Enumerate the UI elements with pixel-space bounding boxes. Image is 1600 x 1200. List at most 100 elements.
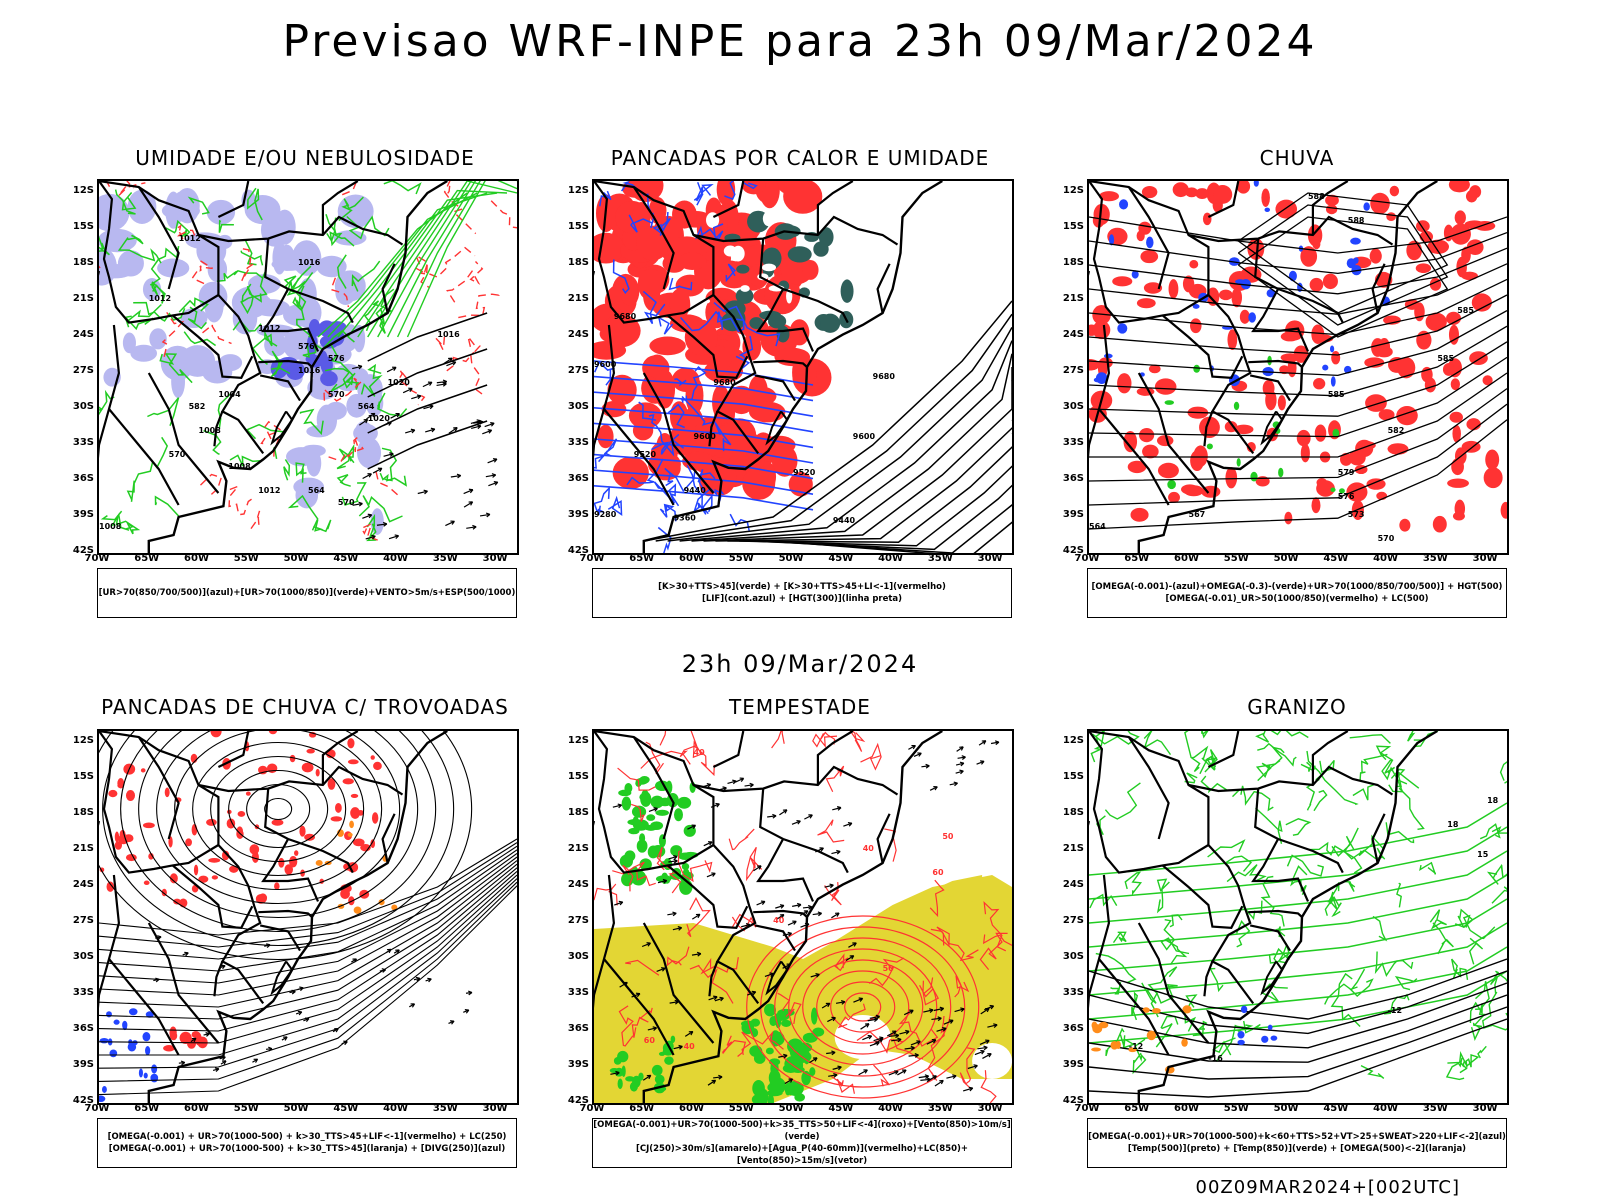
contour-label: 1008 <box>228 462 251 471</box>
contour-label: 50 <box>942 832 954 841</box>
lat-tick-label: 36S <box>72 473 94 484</box>
contour-label: 9520 <box>634 450 657 459</box>
lat-tick-label: 24S <box>567 329 589 340</box>
lon-tick-label: 30W <box>977 553 1003 564</box>
map-canvas: 1012 1012 1016 1016 1012 1016 1008 1004 1008 1012… <box>99 181 517 553</box>
lat-tick-label: 42S <box>567 545 589 556</box>
lat-tick-label: 36S <box>567 473 589 484</box>
legend-line: [OMEGA(-0.001)+UR>70(1000-500)+k>35_TTS>… <box>593 1120 1011 1142</box>
lat-tick-label: 21S <box>567 843 589 854</box>
lat-tick-label: 15S <box>72 221 94 232</box>
lon-tick-label: 50W <box>778 1103 804 1114</box>
lon-tick-label: 60W <box>184 553 209 564</box>
legend-line: [Temp(500)](preto) + [Temp(850)](verde) … <box>1127 1144 1467 1154</box>
lat-tick-label: 42S <box>72 1095 94 1106</box>
contour-label: 1004 <box>218 390 241 399</box>
lon-tick-label: 65W <box>134 1103 160 1114</box>
contour-label: 585 <box>1437 354 1454 363</box>
lon-tick-label: 50W <box>1273 553 1299 564</box>
lat-tick-label: 27S <box>567 365 589 376</box>
lat-tick-label: 15S <box>1062 221 1084 232</box>
map-canvas: -12 -16 -12 18 15 18 <box>1089 731 1507 1103</box>
contour-label: 9440 <box>833 516 856 525</box>
lat-tick-label: 42S <box>1062 1095 1084 1106</box>
contour-label: 60 <box>932 868 944 877</box>
contour-label: -12 <box>1388 1006 1402 1015</box>
lat-tick-label: 30S <box>567 951 589 962</box>
lon-tick-label: 45W <box>828 1103 854 1114</box>
legend-chuva: [OMEGA(-0.001)-(azul)+OMEGA(-0.3)-(verde… <box>1087 568 1507 618</box>
lon-tick-label: 65W <box>629 553 655 564</box>
lon-tick-label: 45W <box>828 553 854 564</box>
contour-label: 570 <box>328 390 345 399</box>
footer-run-label: 00Z09MAR2024+[002UTC] <box>1195 1177 1460 1198</box>
lat-tick-label: 33S <box>1062 987 1084 998</box>
contour-label: 9360 <box>674 514 697 523</box>
contour-label: 567 <box>1189 510 1206 519</box>
lon-tick-label: 40W <box>878 1103 904 1114</box>
lon-tick-label: 35W <box>927 553 953 564</box>
lat-tick-label: 30S <box>1062 951 1084 962</box>
lon-tick-label: 55W <box>233 553 259 564</box>
contour-label: 1012 <box>258 486 280 495</box>
contour-label: 9600 <box>694 432 717 441</box>
lat-tick-label: 15S <box>567 771 589 782</box>
panel-title-pancadas-trovoadas: PANCADAS DE CHUVA C/ TROVOADAS <box>101 695 509 719</box>
lat-tick-label: 36S <box>1062 1023 1084 1034</box>
lon-tick-label: 55W <box>1223 553 1249 564</box>
contour-label: 1008 <box>99 522 122 531</box>
lat-tick-label: 21S <box>1062 293 1084 304</box>
lon-tick-label: 40W <box>1373 1103 1399 1114</box>
panel-title-chuva: CHUVA <box>1259 146 1335 170</box>
contour-label: 50 <box>883 964 895 973</box>
contour-label: 9440 <box>684 486 707 495</box>
contour-label: 564 <box>308 486 325 495</box>
contour-label: 9520 <box>793 468 816 477</box>
contour-label: 570 <box>169 450 186 459</box>
contour-label: 18 <box>1487 796 1499 805</box>
lat-tick-label: 33S <box>72 437 94 448</box>
map-canvas: 9680 9600 9680 9680 9600 9600 9520 9520 9440 9280… <box>594 181 1012 553</box>
lon-tick-label: 40W <box>1373 553 1399 564</box>
legend-line: [UR>70(850/700/500)](azul)+[UR>70(1000/8… <box>98 588 516 598</box>
lat-tick-label: 30S <box>72 401 94 412</box>
lat-tick-label: 24S <box>72 329 94 340</box>
lat-tick-label: 27S <box>1062 915 1084 926</box>
legend-pancadas-trovoadas: [OMEGA(-0.001) + UR>70(1000-500) + k>30_… <box>97 1118 517 1168</box>
lon-tick-label: 30W <box>482 553 508 564</box>
lat-tick-label: 12S <box>1062 185 1084 196</box>
map-canvas: 588 588 585 585 585 582 579 576 573 570 567 564 <box>1089 181 1507 553</box>
lat-tick-label: 18S <box>567 257 589 268</box>
legend-line: [OMEGA(-0.001) + UR>70(1000-500) + k>30_… <box>107 1132 507 1142</box>
lon-tick-label: 55W <box>728 553 754 564</box>
contour-label: 1012 <box>149 294 171 303</box>
contour-label: 40 <box>773 916 785 925</box>
lat-tick-label: 18S <box>72 807 94 818</box>
contour-label: 40 <box>684 1042 696 1051</box>
lat-tick-label: 36S <box>1062 473 1084 484</box>
contour-label: 582 <box>1388 426 1405 435</box>
lat-tick-label: 27S <box>567 915 589 926</box>
panel-title-granizo: GRANIZO <box>1247 695 1347 719</box>
contour-label: 570 <box>1378 534 1395 543</box>
mid-title: 23h 09/Mar/2024 <box>681 650 919 678</box>
contour-label: 585 <box>1328 390 1345 399</box>
lat-tick-label: 24S <box>567 879 589 890</box>
lon-tick-label: 55W <box>728 1103 754 1114</box>
map-canvas <box>99 731 517 1103</box>
lat-tick-label: 21S <box>1062 843 1084 854</box>
legend-line: [LIF](cont.azul) + [HGT(300)](linha pret… <box>701 594 903 604</box>
contour-label: 9280 <box>594 510 617 519</box>
contour-label: 9680 <box>713 378 736 387</box>
lat-tick-label: 12S <box>567 735 589 746</box>
lat-tick-label: 12S <box>72 185 94 196</box>
lon-tick-label: 35W <box>927 1103 953 1114</box>
map-umidade: 1012 1012 1016 1016 1012 1016 1008 1004 1008 1012… <box>97 179 519 555</box>
lat-tick-label: 36S <box>72 1023 94 1034</box>
lat-tick-label: 30S <box>1062 401 1084 412</box>
contour-label: 40 <box>863 844 875 853</box>
lat-tick-label: 39S <box>567 1059 589 1070</box>
lat-tick-label: 15S <box>72 771 94 782</box>
legend-line: [OMEGA(-0.01)_UR>50(1000/850)(vermelho) … <box>1165 594 1429 604</box>
contour-label: 1012 <box>179 234 201 243</box>
